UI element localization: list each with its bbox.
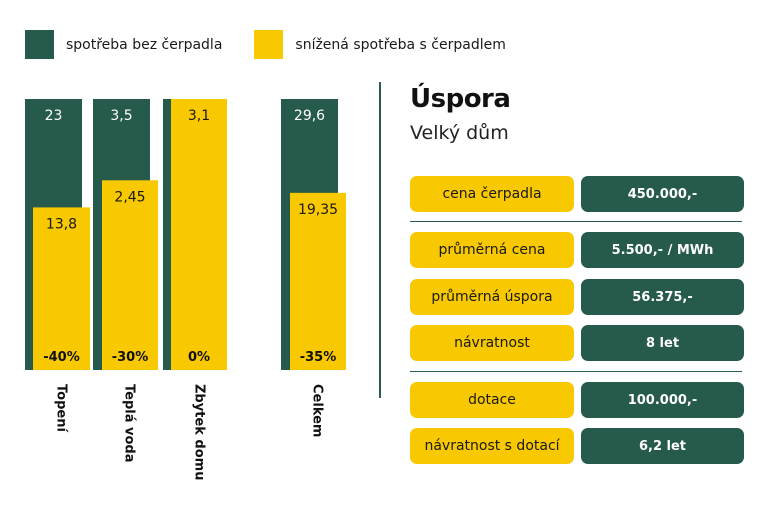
value-label-with-pump: 13,8 bbox=[46, 216, 77, 232]
reduction-label: -35% bbox=[300, 350, 337, 365]
value-label-without-pump: 23 bbox=[45, 108, 63, 124]
row-average-price: průměrná cena 5.500,- / MWh bbox=[410, 232, 744, 268]
row-pump-price: cena čerpadla 450.000,- bbox=[410, 176, 744, 212]
bar-with-pump bbox=[33, 207, 90, 370]
value-label-without-pump: 29,6 bbox=[294, 108, 325, 124]
panel-title: Úspora bbox=[410, 84, 511, 114]
legend-label-without-pump: spotřeba bez čerpadla bbox=[66, 36, 223, 53]
legend: spotřeba bez čerpadla snížená spotřeba s… bbox=[25, 30, 538, 59]
legend-label-with-pump: snížená spotřeba s čerpadlem bbox=[295, 36, 506, 53]
row-payback-with-subsidy: návratnost s dotací 6,2 let bbox=[410, 428, 744, 464]
row-payback: návratnost 8 let bbox=[410, 325, 744, 361]
category-label: Zbytek domu bbox=[192, 384, 207, 480]
row-average-saving: průměrná úspora 56.375,- bbox=[410, 279, 744, 315]
legend-item-with-pump: snížená spotřeba s čerpadlem bbox=[254, 30, 506, 59]
value-label-with-pump: 19,35 bbox=[298, 202, 338, 218]
pill-value-payback-with-subsidy: 6,2 let bbox=[581, 428, 744, 464]
category-label: Celkem bbox=[310, 384, 325, 437]
reduction-label: -30% bbox=[112, 350, 149, 365]
legend-swatch-green bbox=[25, 30, 54, 59]
legend-swatch-yellow bbox=[254, 30, 284, 59]
row-subsidy: dotace 100.000,- bbox=[410, 382, 744, 418]
category-label: Teplá voda bbox=[122, 384, 137, 463]
pill-value-pump-price: 450.000,- bbox=[581, 176, 744, 212]
value-label-without-pump: 3,5 bbox=[110, 108, 132, 124]
pill-label-average-saving: průměrná úspora bbox=[410, 279, 574, 315]
pill-value-average-price: 5.500,- / MWh bbox=[581, 232, 744, 268]
pill-label-subsidy: dotace bbox=[410, 382, 574, 418]
panel-subtitle: Velký dům bbox=[410, 122, 509, 144]
horizontal-divider-1 bbox=[410, 221, 742, 222]
bar-with-pump bbox=[102, 180, 158, 370]
category-label: Topení bbox=[54, 384, 69, 433]
value-label-with-pump: 2,45 bbox=[114, 189, 145, 205]
vertical-divider bbox=[379, 82, 381, 398]
reduction-label: 0% bbox=[188, 350, 210, 365]
pill-value-average-saving: 56.375,- bbox=[581, 279, 744, 315]
reduction-label: -40% bbox=[43, 350, 80, 365]
pill-value-subsidy: 100.000,- bbox=[581, 382, 744, 418]
bar-chart: 23 13,8 -40% Topení 3,5 2,45 -30% Teplá voda 3,1… bbox=[25, 99, 346, 480]
pill-label-average-price: průměrná cena bbox=[410, 232, 574, 268]
pill-value-payback: 8 let bbox=[581, 325, 744, 361]
pill-label-payback-with-subsidy: návratnost s dotací bbox=[410, 428, 574, 464]
pill-label-payback: návratnost bbox=[410, 325, 574, 361]
bar-with-pump bbox=[171, 99, 227, 370]
legend-item-without-pump: spotřeba bez čerpadla bbox=[25, 30, 222, 59]
bar-with-pump bbox=[290, 192, 346, 370]
pill-label-pump-price: cena čerpadla bbox=[410, 176, 574, 212]
horizontal-divider-2 bbox=[410, 371, 742, 372]
value-label-with-pump: 3,1 bbox=[188, 108, 210, 124]
